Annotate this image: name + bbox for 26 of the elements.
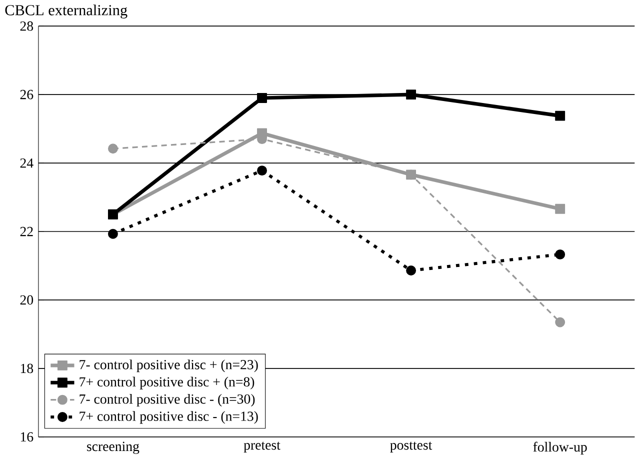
point [555, 110, 566, 121]
point [257, 166, 267, 176]
point [555, 249, 566, 260]
legend-label: 7+ control positive disc - (n=13) [80, 411, 258, 424]
point [555, 204, 566, 214]
point [406, 266, 416, 276]
legend-label: 7+ control positive disc + (n=8) [80, 376, 254, 390]
x-tick-label: screening [87, 442, 140, 454]
y-axis-title: CBCL externalizing [5, 4, 128, 18]
y-tick-label: 20 [20, 295, 34, 305]
point [406, 90, 416, 100]
y-tick-label: 22 [20, 226, 33, 236]
point [555, 317, 566, 328]
point [257, 92, 267, 103]
legend-label: 7- control positive disc - (n=30) [80, 394, 255, 407]
y-tick-label: 28 [20, 21, 34, 31]
x-tick-label: posttest [390, 442, 432, 452]
point [108, 228, 118, 239]
y-tick-label: 18 [20, 364, 34, 374]
legend-label: 7- control positive disc + (n=23) [80, 360, 258, 372]
y-tick-label: 26 [20, 90, 34, 100]
y-tick-label: 24 [20, 158, 34, 168]
y-tick-label: 16 [20, 432, 34, 442]
x-tick-label: pretest [244, 442, 280, 452]
x-tick-label: follow-up [533, 442, 587, 454]
point [108, 144, 118, 154]
